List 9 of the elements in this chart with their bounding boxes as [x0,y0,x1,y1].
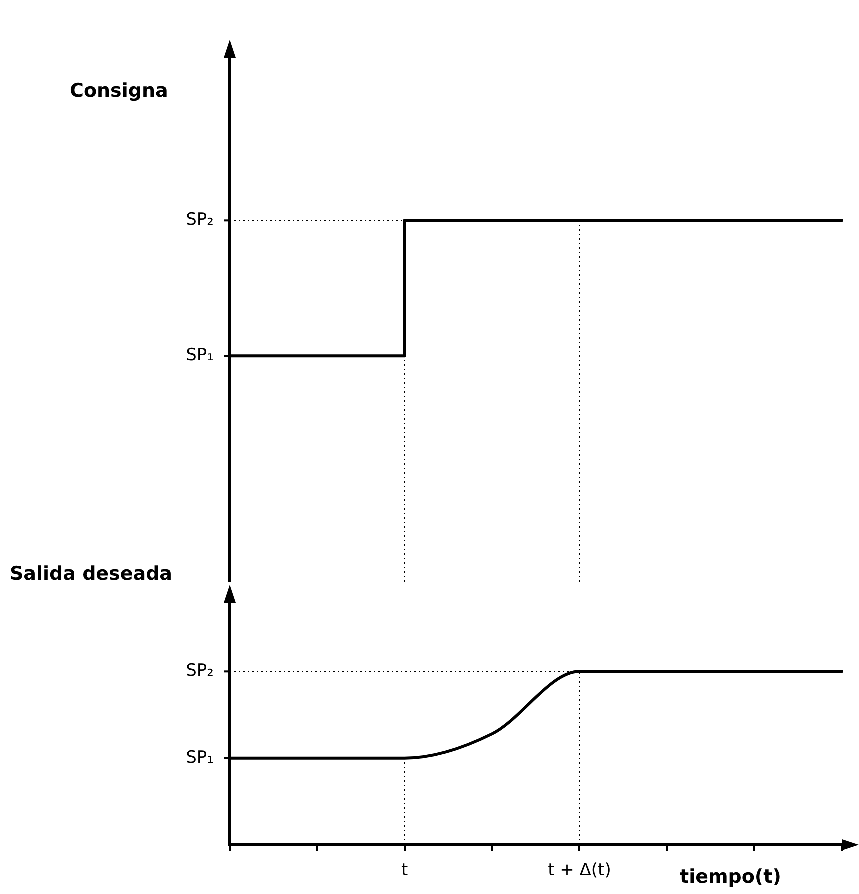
chart-title: Consigna [70,80,168,102]
x-tick-label: t [402,860,409,881]
text: SP₁ [186,748,214,768]
text: SP₂ [186,661,214,682]
annotation: SP₁ [186,346,214,366]
x-tick-label: t + Δ(t) [548,860,612,881]
x-axis-title: tiempo(t) [680,866,782,888]
chart-title: Salida deseada [10,563,172,585]
annotation: SP₂ [186,210,214,230]
